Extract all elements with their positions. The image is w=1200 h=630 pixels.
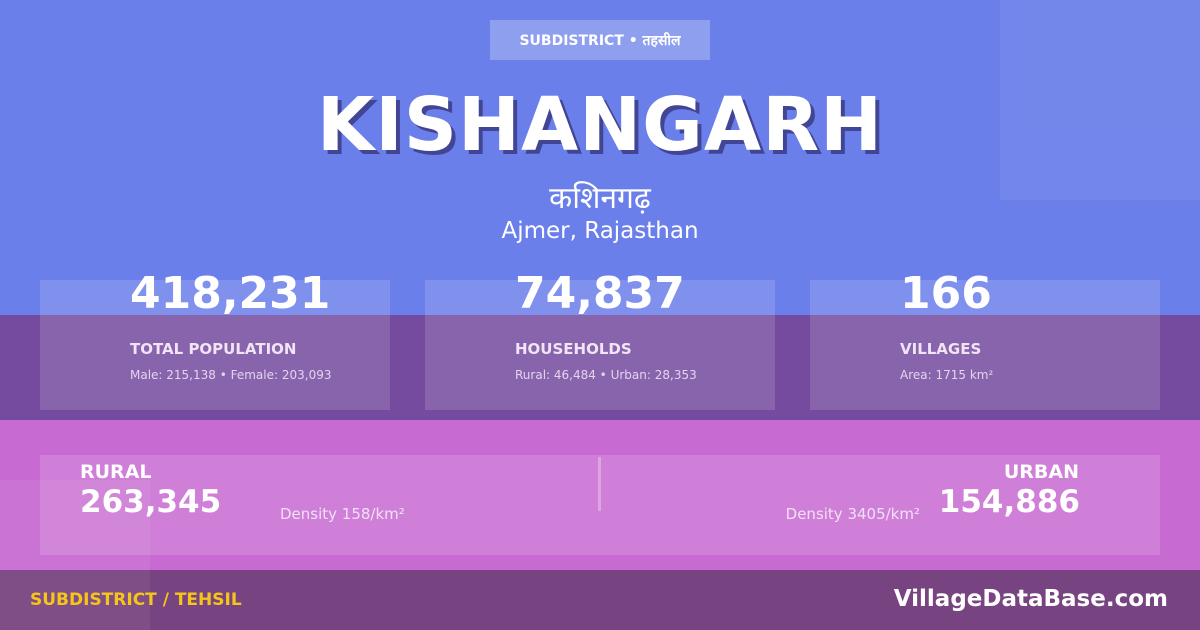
rural-urban-panel	[40, 455, 1160, 555]
urban-density: Density 3405/km²	[785, 505, 920, 523]
stat-label: VILLAGES	[900, 340, 982, 358]
stat-label: HOUSEHOLDS	[515, 340, 632, 358]
footer-category: SUBDISTRICT / TEHSIL	[30, 590, 242, 610]
page-title: KISHANGARH	[316, 82, 884, 168]
stat-sub: Area: 1715 km²	[900, 368, 994, 382]
rural-urban-band	[0, 420, 1200, 570]
stats-band	[0, 315, 1200, 420]
urban-value: 154,886	[938, 484, 1080, 520]
stat-label: TOTAL POPULATION	[130, 340, 297, 358]
rural-density: Density 158/km²	[280, 505, 405, 523]
stat-sub: Male: 215,138 • Female: 203,093	[130, 368, 332, 382]
stat-card-households: 74,837 HOUSEHOLDS Rural: 46,484 • Urban:…	[425, 268, 775, 410]
decor-square	[0, 480, 150, 630]
stat-value: 74,837	[515, 268, 685, 319]
stat-value: 166	[900, 268, 992, 319]
rural-value: 263,345	[80, 484, 222, 520]
stat-card-population: 418,231 TOTAL POPULATION Male: 215,138 •…	[40, 268, 390, 410]
stat-card-villages: 166 VILLAGES Area: 1715 km²	[810, 268, 1160, 410]
decor-square	[1000, 0, 1200, 200]
footer	[0, 570, 1200, 630]
stat-value: 418,231	[130, 268, 331, 319]
rural-label: RURAL	[80, 461, 152, 483]
site-brand[interactable]: VillageDataBase.com	[893, 586, 1168, 612]
title-hindi: कशिनगढ़	[549, 181, 651, 216]
header-band	[0, 0, 1200, 315]
type-badge: SUBDISTRICT • तहसील	[490, 20, 710, 60]
stat-sub: Rural: 46,484 • Urban: 28,353	[515, 368, 697, 382]
location: Ajmer, Rajasthan	[501, 218, 699, 244]
urban-label: URBAN	[1003, 461, 1079, 483]
divider	[598, 457, 601, 511]
